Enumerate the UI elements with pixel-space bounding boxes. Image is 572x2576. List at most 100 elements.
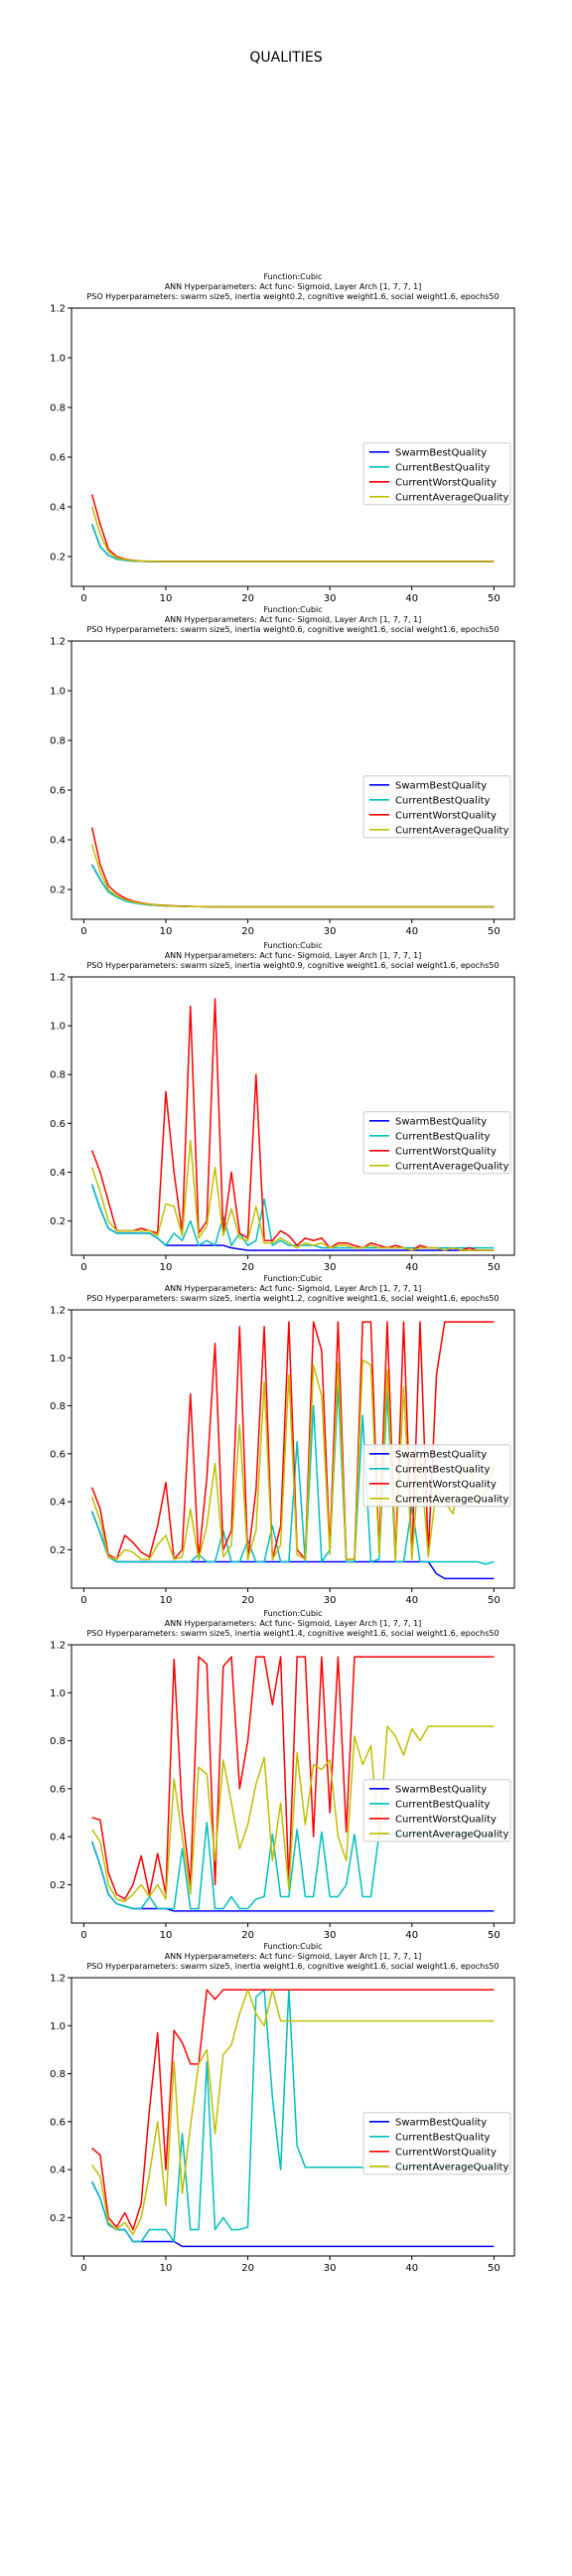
- x-tick-label: 20: [241, 1595, 254, 1606]
- y-tick-label: 0.2: [50, 886, 66, 896]
- x-tick-label: 30: [324, 926, 337, 937]
- chart-title-line: Function:Cubic: [263, 1274, 322, 1283]
- y-tick-label: 0.4: [50, 836, 66, 847]
- y-tick-label: 1.2: [50, 1641, 66, 1652]
- y-tick-label: 1.2: [50, 304, 66, 315]
- x-tick-label: 20: [241, 2263, 254, 2274]
- legend-label: CurrentBestQuality: [395, 462, 491, 473]
- legend-label: CurrentBestQuality: [395, 1464, 491, 1475]
- legend-label: SwarmBestQuality: [395, 447, 487, 458]
- x-tick-label: 0: [80, 2263, 86, 2274]
- legend-label: CurrentBestQuality: [395, 2132, 491, 2143]
- legend-label: CurrentAverageQuality: [395, 492, 508, 503]
- y-tick-label: 0.2: [50, 1216, 66, 1227]
- y-tick-label: 1.2: [50, 1306, 66, 1317]
- y-tick-label: 1.0: [50, 2021, 66, 2032]
- y-tick-label: 1.0: [50, 687, 66, 698]
- legend-label: CurrentWorstQuality: [395, 1479, 497, 1490]
- legend-label: CurrentAverageQuality: [395, 825, 508, 836]
- x-tick-label: 0: [80, 1930, 86, 1941]
- x-tick-label: 10: [160, 1930, 173, 1941]
- chart-title-line: Function:Cubic: [263, 941, 322, 950]
- y-tick-label: 0.2: [50, 2213, 66, 2224]
- x-tick-label: 30: [324, 2263, 337, 2274]
- chart-title-line: PSO Hyperparameters: swarm size5, inerti…: [86, 961, 499, 970]
- legend-label: SwarmBestQuality: [395, 1784, 487, 1795]
- y-tick-label: 0.8: [50, 1401, 66, 1412]
- y-tick-label: 1.0: [50, 1022, 66, 1033]
- x-tick-label: 50: [488, 1595, 500, 1606]
- y-tick-label: 0.6: [50, 1119, 66, 1130]
- y-tick-label: 0.8: [50, 1070, 66, 1081]
- x-tick-label: 50: [488, 593, 500, 604]
- legend-label: CurrentBestQuality: [395, 795, 491, 806]
- chart-title-line: Function:Cubic: [263, 1609, 322, 1618]
- x-tick-label: 0: [80, 926, 86, 937]
- x-tick-label: 50: [488, 926, 500, 937]
- chart-title-line: ANN Hyperparameters: Act func- Sigmoid, …: [165, 1619, 422, 1628]
- legend-label: CurrentWorstQuality: [395, 2147, 497, 2158]
- y-tick-label: 0.8: [50, 403, 66, 414]
- legend-label: SwarmBestQuality: [395, 2117, 487, 2128]
- y-tick-label: 1.2: [50, 1974, 66, 1985]
- y-tick-label: 0.8: [50, 2069, 66, 2080]
- x-tick-label: 20: [241, 1930, 254, 1941]
- y-tick-label: 1.2: [50, 973, 66, 984]
- x-tick-label: 40: [405, 593, 418, 604]
- x-tick-label: 30: [324, 1930, 337, 1941]
- legend-label: CurrentAverageQuality: [395, 2162, 508, 2173]
- x-tick-label: 40: [405, 1262, 418, 1273]
- legend-label: CurrentBestQuality: [395, 1799, 491, 1810]
- y-tick-label: 0.2: [50, 553, 66, 564]
- chart-legend: SwarmBestQuality CurrentBestQuality Curren…: [363, 1445, 510, 1507]
- x-tick-label: 40: [405, 2263, 418, 2274]
- legend-label: CurrentWorstQuality: [395, 1814, 497, 1825]
- legend-label: CurrentWorstQuality: [395, 810, 497, 821]
- chart-legend: SwarmBestQuality CurrentBestQuality Curren…: [363, 2113, 510, 2174]
- x-tick-label: 30: [324, 1262, 337, 1273]
- chart-title-line: ANN Hyperparameters: Act func- Sigmoid, …: [165, 1284, 422, 1293]
- y-tick-label: 0.8: [50, 736, 66, 747]
- x-tick-label: 40: [405, 926, 418, 937]
- chart-title-line: ANN Hyperparameters: Act func- Sigmoid, …: [165, 615, 422, 624]
- chart-title-line: ANN Hyperparameters: Act func- Sigmoid, …: [165, 951, 422, 960]
- x-tick-label: 20: [241, 926, 254, 937]
- y-tick-label: 1.0: [50, 354, 66, 365]
- chart-legend: SwarmBestQuality CurrentBestQuality Curren…: [363, 1780, 510, 1842]
- chart-legend: SwarmBestQuality CurrentBestQuality Curren…: [363, 1112, 510, 1174]
- legend-label: SwarmBestQuality: [395, 1449, 487, 1460]
- chart-title-line: ANN Hyperparameters: Act func- Sigmoid, …: [165, 1952, 422, 1961]
- chart-title-line: ANN Hyperparameters: Act func- Sigmoid, …: [165, 282, 422, 291]
- x-tick-label: 10: [160, 2263, 173, 2274]
- y-tick-label: 0.4: [50, 1498, 66, 1509]
- x-tick-label: 40: [405, 1595, 418, 1606]
- y-tick-label: 0.4: [50, 503, 66, 514]
- x-tick-label: 50: [488, 1930, 500, 1941]
- x-tick-label: 10: [160, 593, 173, 604]
- y-tick-label: 0.6: [50, 2117, 66, 2128]
- y-tick-label: 0.6: [50, 1449, 66, 1460]
- chart-title-line: PSO Hyperparameters: swarm size5, inerti…: [86, 1962, 499, 1971]
- x-tick-label: 10: [160, 1262, 173, 1273]
- x-tick-label: 40: [405, 1930, 418, 1941]
- y-tick-label: 0.4: [50, 2166, 66, 2176]
- legend-label: SwarmBestQuality: [395, 780, 487, 791]
- legend-label: CurrentAverageQuality: [395, 1161, 508, 1172]
- chart-title-line: Function:Cubic: [263, 1942, 322, 1951]
- chart-legend: SwarmBestQuality CurrentBestQuality Curren…: [363, 776, 510, 838]
- legend-label: CurrentWorstQuality: [395, 477, 497, 488]
- y-tick-label: 0.2: [50, 1545, 66, 1556]
- y-tick-label: 0.4: [50, 1168, 66, 1179]
- x-tick-label: 20: [241, 1262, 254, 1273]
- x-tick-label: 50: [488, 1262, 500, 1273]
- x-tick-label: 0: [80, 1595, 86, 1606]
- y-tick-label: 0.6: [50, 1784, 66, 1795]
- x-tick-label: 50: [488, 2263, 500, 2274]
- chart-title-line: PSO Hyperparameters: swarm size5, inerti…: [86, 625, 499, 634]
- legend-label: CurrentBestQuality: [395, 1131, 491, 1142]
- figure-title: QUALITIES: [249, 50, 322, 66]
- x-tick-label: 30: [324, 1595, 337, 1606]
- x-tick-label: 30: [324, 593, 337, 604]
- x-tick-label: 0: [80, 1262, 86, 1273]
